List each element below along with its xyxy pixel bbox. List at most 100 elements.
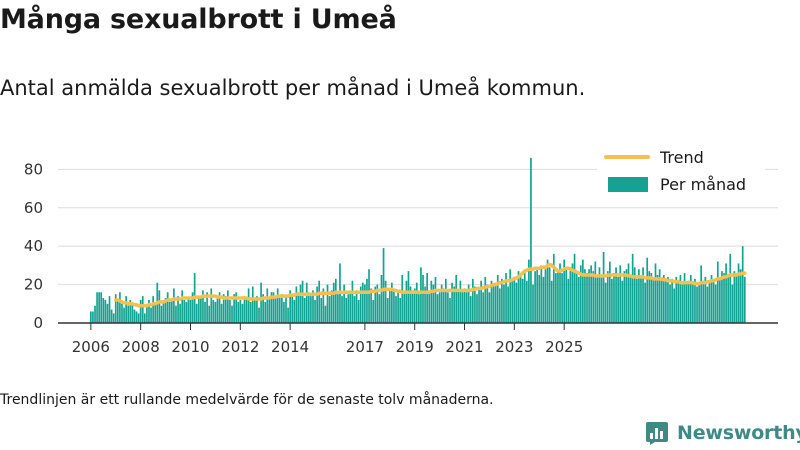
bar — [359, 286, 362, 323]
bar — [303, 298, 306, 323]
y-tick-label: 20 — [24, 276, 43, 294]
bar — [694, 278, 696, 323]
bar — [658, 269, 661, 323]
bar — [349, 292, 352, 323]
bar — [181, 290, 184, 323]
bar — [735, 274, 738, 323]
bar — [370, 288, 372, 323]
bar — [577, 276, 580, 323]
bar — [355, 290, 358, 323]
bar — [332, 282, 335, 323]
bar — [345, 298, 348, 323]
bar — [384, 280, 387, 323]
bar — [388, 290, 391, 323]
y-tick-label: 80 — [24, 160, 43, 178]
bar — [741, 246, 744, 323]
bar — [347, 294, 350, 323]
bar — [517, 271, 520, 323]
bar — [278, 298, 281, 323]
bar — [459, 280, 462, 323]
bar — [202, 290, 204, 323]
bar — [550, 280, 553, 323]
bar — [627, 263, 630, 323]
bar — [677, 280, 680, 323]
bar — [719, 278, 721, 323]
bar — [488, 292, 491, 323]
bar — [224, 296, 227, 323]
bar — [698, 282, 700, 323]
bar — [480, 280, 482, 323]
bar — [567, 278, 570, 323]
bar — [646, 257, 649, 323]
bar — [584, 269, 586, 323]
legend: Trend Per månad — [597, 146, 765, 204]
bar — [337, 294, 339, 323]
bar — [498, 288, 501, 323]
bar — [743, 276, 746, 323]
bar — [602, 251, 605, 323]
bar — [471, 278, 474, 323]
bar — [642, 267, 644, 323]
bar — [474, 286, 476, 323]
bar — [361, 282, 364, 323]
bar — [615, 267, 617, 323]
bar — [525, 280, 528, 323]
bar — [650, 273, 653, 323]
bar — [538, 274, 541, 323]
bar — [102, 298, 105, 323]
bar — [334, 278, 337, 323]
bar — [420, 267, 422, 323]
bar — [158, 290, 161, 323]
x-tick-label: 2008 — [122, 338, 160, 356]
bar — [432, 284, 435, 323]
bar — [324, 305, 327, 323]
bar — [656, 274, 659, 323]
bar — [552, 253, 555, 323]
y-tick-label: 40 — [24, 237, 43, 255]
bar — [268, 298, 271, 323]
bar — [235, 292, 238, 323]
newsworthy-logo[interactable]: Newsworthy — [645, 420, 800, 446]
bar — [218, 292, 221, 323]
bar — [438, 292, 441, 323]
bar — [623, 271, 626, 323]
bar — [727, 276, 730, 323]
bar — [548, 267, 551, 323]
bar — [312, 290, 314, 323]
bar — [216, 298, 219, 323]
bar — [210, 288, 213, 323]
bar — [654, 263, 657, 323]
bar — [496, 274, 499, 323]
bar — [295, 286, 298, 323]
bar — [397, 292, 399, 323]
bar — [590, 265, 592, 323]
bar — [320, 298, 323, 323]
trend-series — [114, 262, 747, 308]
bar — [613, 273, 615, 323]
bar — [137, 313, 140, 323]
bar — [266, 288, 269, 323]
bar — [515, 282, 518, 323]
bar — [482, 292, 485, 323]
bar — [534, 271, 536, 323]
bar — [494, 282, 497, 323]
legend-bar-swatch — [608, 177, 648, 192]
bar — [148, 299, 150, 323]
bar — [152, 296, 154, 323]
bar — [135, 311, 138, 323]
bar — [689, 274, 692, 323]
bar — [501, 278, 503, 323]
bar — [254, 299, 256, 323]
bar — [212, 299, 215, 323]
brand-name: Newsworthy — [677, 422, 800, 444]
bar — [588, 269, 590, 323]
bar — [729, 253, 732, 323]
bar — [372, 299, 375, 323]
bar — [706, 286, 709, 323]
legend-label-trend: Trend — [659, 148, 704, 167]
bar — [594, 261, 597, 323]
bar — [175, 305, 177, 323]
bar — [434, 276, 437, 323]
bar — [139, 299, 142, 323]
bar — [507, 286, 509, 323]
